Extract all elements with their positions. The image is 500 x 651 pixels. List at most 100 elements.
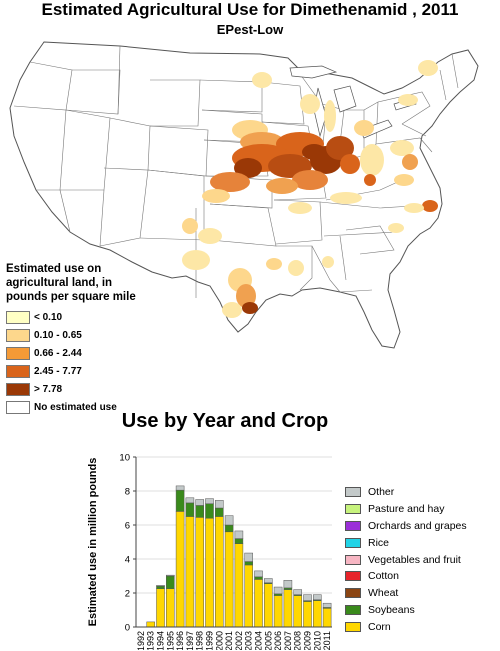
y-tick-label: 8 <box>125 487 130 498</box>
map-legend-label: < 0.10 <box>34 312 63 323</box>
us-county-map <box>9 41 479 349</box>
bar-segment-corn <box>166 588 175 628</box>
map-legend-item: No estimated use <box>6 399 166 416</box>
crop-legend-label: Corn <box>368 621 391 634</box>
crop-legend-label: Wheat <box>368 587 399 600</box>
legend-swatch <box>345 487 361 497</box>
legend-swatch <box>6 347 30 360</box>
x-tick-label: 1997 <box>185 631 195 650</box>
bar-segment-other <box>156 585 165 587</box>
x-tick-label: 2011 <box>322 631 332 650</box>
x-tick-label: 2009 <box>303 631 313 650</box>
x-tick-label: 2000 <box>214 631 224 650</box>
bar-segment-corn <box>156 588 165 628</box>
bar-segment-other <box>303 594 312 601</box>
bar-segment-other <box>215 500 224 509</box>
bar-segment-soybeans <box>205 503 214 519</box>
x-tick-label: 2005 <box>263 631 273 650</box>
bar-segment-corn <box>234 543 244 628</box>
legend-swatch <box>6 401 30 414</box>
crop-legend-item: Rice <box>345 535 495 551</box>
bar-segment-other <box>175 485 185 491</box>
x-tick-label: 2006 <box>273 631 283 650</box>
bar-segment-other <box>264 578 273 584</box>
crop-legend-label: Vegetables and fruit <box>368 553 461 566</box>
map-legend-label: > 7.78 <box>34 384 63 395</box>
x-tick-label: 1993 <box>146 631 156 650</box>
crop-legend-item: Vegetables and fruit <box>345 552 495 568</box>
crop-legend-label: Other <box>368 486 395 498</box>
bar-segment-corn <box>313 600 322 628</box>
y-tick-label: 0 <box>125 623 130 634</box>
bar-segment-corn <box>175 511 185 628</box>
crop-legend-item: Cotton <box>345 568 495 584</box>
x-tick-label: 1995 <box>165 631 175 650</box>
bar-segment-corn <box>215 516 224 628</box>
crop-legend-label: Cotton <box>368 570 399 583</box>
bar-segment-corn <box>303 601 312 628</box>
map-legend: Estimated use on agricultural land, in p… <box>6 262 166 416</box>
map-legend-item: > 7.78 <box>6 381 166 398</box>
x-tick-label: 2001 <box>224 631 234 650</box>
bar-segment-soybeans <box>195 505 204 518</box>
y-axis-label: Estimated use in million pounds <box>87 458 99 627</box>
y-tick-label: 10 <box>119 453 130 464</box>
map-legend-item: < 0.10 <box>6 309 166 326</box>
map-legend-item: 0.10 - 0.65 <box>6 327 166 344</box>
bar-segment-other <box>313 594 322 601</box>
bar-segment-corn <box>293 595 302 628</box>
map-legend-label: 0.10 - 0.65 <box>34 330 82 341</box>
map-legend-label: 2.45 - 7.77 <box>34 366 82 377</box>
bar-segment-soybeans <box>215 507 224 517</box>
bar-segment-other <box>166 574 175 577</box>
crop-legend-item: Orchards and grapes <box>345 518 495 534</box>
x-tick-label: 1999 <box>205 631 215 650</box>
y-tick-label: 2 <box>125 589 130 600</box>
bar-segment-corn <box>322 608 332 628</box>
x-tick-label: 1996 <box>175 631 185 650</box>
bar-segment-corn <box>185 516 195 628</box>
x-tick-label: 2010 <box>312 631 322 650</box>
bar-segment-other <box>273 586 283 595</box>
map-legend-title-line: Estimated use on <box>6 263 102 275</box>
crop-legend-label: Rice <box>368 536 390 549</box>
bar-segment-soybeans <box>175 489 185 512</box>
map-legend-item: 0.66 - 2.44 <box>6 345 166 362</box>
bar-segment-other <box>322 602 332 608</box>
bar-segment-other <box>205 498 214 505</box>
legend-swatch <box>345 571 361 582</box>
bar-segment-other <box>234 530 244 539</box>
legend-swatch <box>6 311 30 324</box>
legend-swatch <box>345 537 361 548</box>
usage-areas <box>182 60 438 318</box>
x-tick-label: 2004 <box>254 631 264 650</box>
bar-segment-corn <box>273 595 283 628</box>
map-legend-item: 2.45 - 7.77 <box>6 363 166 380</box>
chart-title: Use by Year and Crop <box>121 410 329 432</box>
legend-swatch <box>345 588 361 599</box>
legend-swatch <box>6 383 30 396</box>
bar-segment-other <box>254 570 263 578</box>
bar-segment-soybeans <box>273 593 283 596</box>
y-tick-label: 6 <box>125 521 130 532</box>
bar-segment-other <box>293 589 302 595</box>
bar-segment-corn <box>224 531 234 628</box>
bar-segment-soybeans <box>156 585 165 589</box>
x-tick-label: 2007 <box>283 631 293 650</box>
crop-legend-item: Wheat <box>345 585 495 601</box>
crop-legend-item: Soybeans <box>345 602 495 618</box>
chart-bars <box>146 485 332 628</box>
bar-segment-corn <box>254 579 263 628</box>
crop-legend-item: Other <box>345 484 495 500</box>
x-tick-label: 2008 <box>293 631 303 650</box>
crop-legend: Other Pasture and hay Orchards and grapes R… <box>345 484 495 636</box>
legend-swatch <box>6 329 30 342</box>
map-legend-title-line: pounds per square mile <box>6 291 136 303</box>
crop-legend-item: Corn <box>345 619 495 635</box>
legend-swatch <box>345 605 361 616</box>
bar-segment-corn <box>205 517 214 628</box>
bar-segment-other <box>195 499 204 506</box>
bar-segment-soybeans <box>244 561 253 566</box>
